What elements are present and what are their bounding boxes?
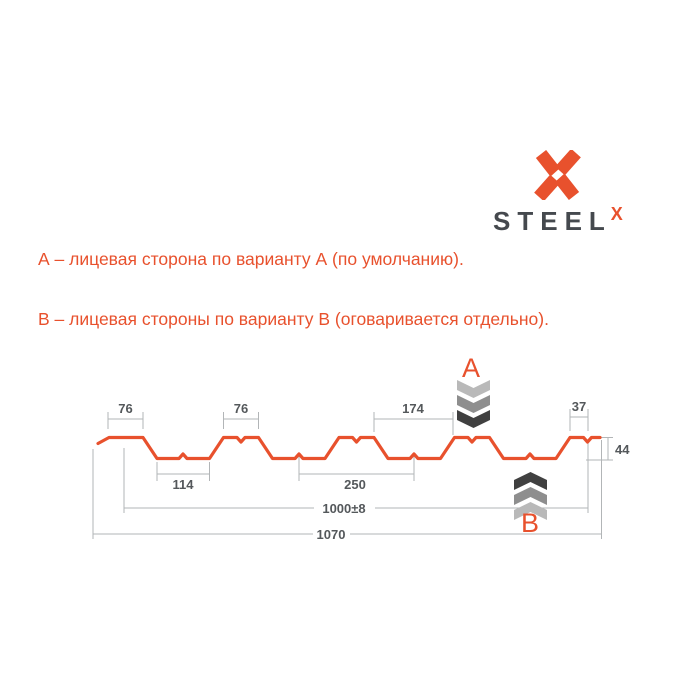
dim-label-44: 44 [615,442,630,457]
dim-crest2-76: 76 [223,401,259,429]
brand-x-sup: X [610,204,623,224]
chevron-up-icon [514,472,547,490]
dim-label-76-1: 76 [118,401,132,416]
dim-valley-opening-174: 174 [373,401,454,435]
chevron-down-icon [457,395,490,413]
dim-edge-crest-37: 37 [569,399,589,431]
dim-label-250: 250 [344,477,366,492]
dim-working-width-1000: 1000±8 [124,501,588,516]
brand-name: STEEL [493,206,612,236]
chevron-down-icon [457,410,490,428]
variant-b-note: В – лицевая стороны по варианту В (огова… [38,309,549,329]
dim-label-114: 114 [173,477,195,492]
marker-a-label: A [462,353,480,383]
extension-lines [92,440,602,539]
marker-a: A [457,353,490,428]
brand-wordmark: STEEL X [493,204,623,236]
dim-label-76-2: 76 [234,401,248,416]
marker-b: B [514,472,547,538]
marker-b-label: B [521,508,539,538]
dim-label-37: 37 [572,399,586,414]
profile-outline [96,435,602,461]
dim-valley-bottom-114: 114 [156,468,210,492]
dim-pitch-250: 250 [298,468,415,492]
variant-a-note: А – лицевая сторона по варианту А (по ум… [38,249,464,269]
chevron-down-icon [457,380,490,398]
chevron-up-icon [514,502,547,520]
chevron-up-icon [514,487,547,505]
dim-label-174: 174 [402,401,424,416]
dim-overall-width-1070: 1070 [93,527,602,542]
dim-label-1000: 1000±8 [322,501,365,516]
steelx-x-icon [530,150,585,200]
dim-label-1070: 1070 [317,527,346,542]
dim-crest1-76: 76 [107,401,144,429]
dim-height-44: 44 [586,437,630,461]
